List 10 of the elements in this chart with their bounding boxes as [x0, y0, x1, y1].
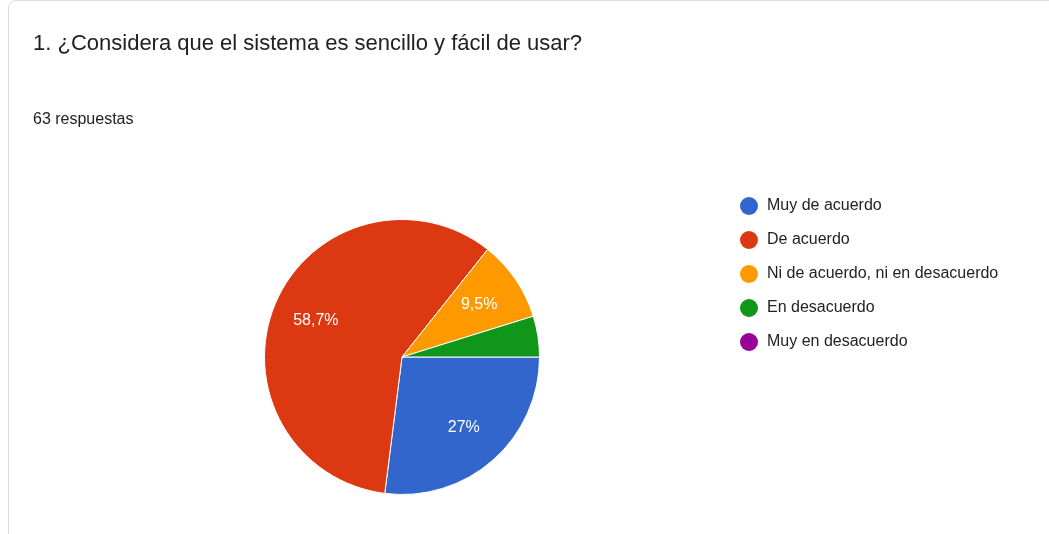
text: 63 respuestas	[33, 110, 134, 128]
data-label: 9,5%	[460, 294, 498, 312]
legend-label: Muy en desacuerdo	[767, 332, 908, 350]
legend-label: De acuerdo	[767, 230, 850, 248]
legend-label: Muy de acuerdo	[767, 196, 882, 214]
legend-label: Ni de acuerdo, ni en desacuerdo	[767, 264, 999, 282]
data-label: 58,7%	[293, 311, 339, 329]
data-label: 27%	[447, 417, 480, 435]
chart-title: 1. ¿Considera que el sistema es sencillo y fácil de usar?	[33, 30, 583, 56]
legend-label: En desacuerdo	[767, 298, 875, 316]
